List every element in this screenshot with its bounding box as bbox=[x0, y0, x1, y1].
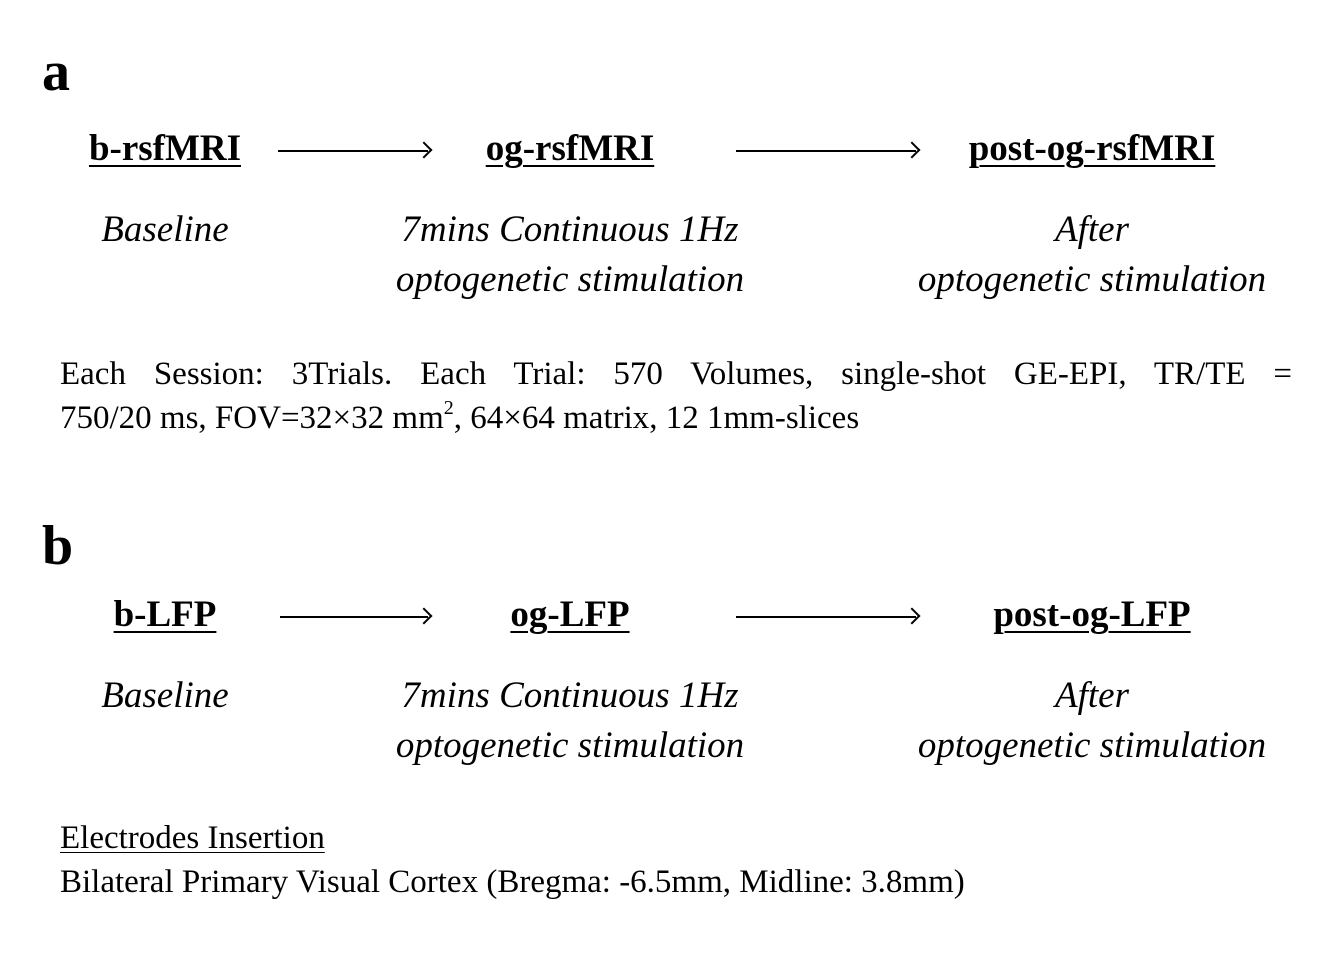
panel-b-label: b bbox=[42, 515, 74, 577]
session-note: Each Session: 3Trials. Each Trial: 570 V… bbox=[60, 352, 1292, 440]
stage-og-lfp: og-LFP 7mins Continuous 1Hz optogenetic s… bbox=[350, 596, 790, 771]
note-text: 750/20 ms, FOV=32×32 mm bbox=[60, 400, 444, 436]
note-line-1: Each Session: 3Trials. Each Trial: 570 V… bbox=[60, 356, 1292, 392]
arrow-right-icon bbox=[278, 150, 428, 152]
stage-title: post-og-LFP bbox=[993, 594, 1191, 635]
stage-title: post-og-rsfMRI bbox=[968, 128, 1216, 169]
note-text: , 64×64 matrix, 12 1mm-slices bbox=[453, 400, 860, 436]
electrode-text: Bilateral Primary Visual Cortex (Bregma:… bbox=[60, 864, 965, 900]
stage-title: b-LFP bbox=[113, 594, 217, 635]
desc-line: optogenetic stimulation bbox=[395, 259, 745, 300]
desc-line: optogenetic stimulation bbox=[917, 725, 1267, 766]
superscript: 2 bbox=[443, 397, 454, 419]
stage-b-rsfmri: b-rsfMRI Baseline bbox=[0, 130, 385, 255]
arrow-right-icon bbox=[736, 150, 916, 152]
stage-post-og-lfp: post-og-LFP After optogenetic stimulation bbox=[872, 596, 1312, 771]
desc-line: 7mins Continuous 1Hz bbox=[401, 209, 739, 250]
desc-line: optogenetic stimulation bbox=[917, 259, 1267, 300]
stage-post-og-rsfmri: post-og-rsfMRI After optogenetic stimulat… bbox=[872, 130, 1312, 305]
panel-a-label: a bbox=[42, 41, 70, 103]
stage-title: b-rsfMRI bbox=[88, 128, 242, 169]
stage-desc: 7mins Continuous 1Hz optogenetic stimulat… bbox=[350, 671, 790, 771]
desc-line: After bbox=[1055, 209, 1129, 250]
desc-line: Baseline bbox=[101, 209, 229, 250]
stage-title: og-rsfMRI bbox=[485, 128, 655, 169]
stage-title: og-LFP bbox=[510, 594, 630, 635]
arrow-right-icon bbox=[736, 616, 916, 618]
stage-desc: Baseline bbox=[0, 205, 385, 255]
arrow-right-icon bbox=[280, 616, 428, 618]
stage-desc: After optogenetic stimulation bbox=[872, 205, 1312, 305]
electrode-heading: Electrodes Insertion bbox=[60, 820, 325, 856]
stage-b-lfp: b-LFP Baseline bbox=[0, 596, 385, 721]
electrode-note: Electrodes Insertion Bilateral Primary V… bbox=[60, 816, 1292, 904]
stage-desc: After optogenetic stimulation bbox=[872, 671, 1312, 771]
desc-line: optogenetic stimulation bbox=[395, 725, 745, 766]
stage-desc: 7mins Continuous 1Hz optogenetic stimulat… bbox=[350, 205, 790, 305]
desc-line: After bbox=[1055, 675, 1129, 716]
note-line-2: 750/20 ms, FOV=32×32 mm2, 64×64 matrix, … bbox=[60, 397, 860, 436]
stage-desc: Baseline bbox=[0, 671, 385, 721]
desc-line: 7mins Continuous 1Hz bbox=[401, 675, 739, 716]
desc-line: Baseline bbox=[101, 675, 229, 716]
stage-og-rsfmri: og-rsfMRI 7mins Continuous 1Hz optogeneti… bbox=[350, 130, 790, 305]
